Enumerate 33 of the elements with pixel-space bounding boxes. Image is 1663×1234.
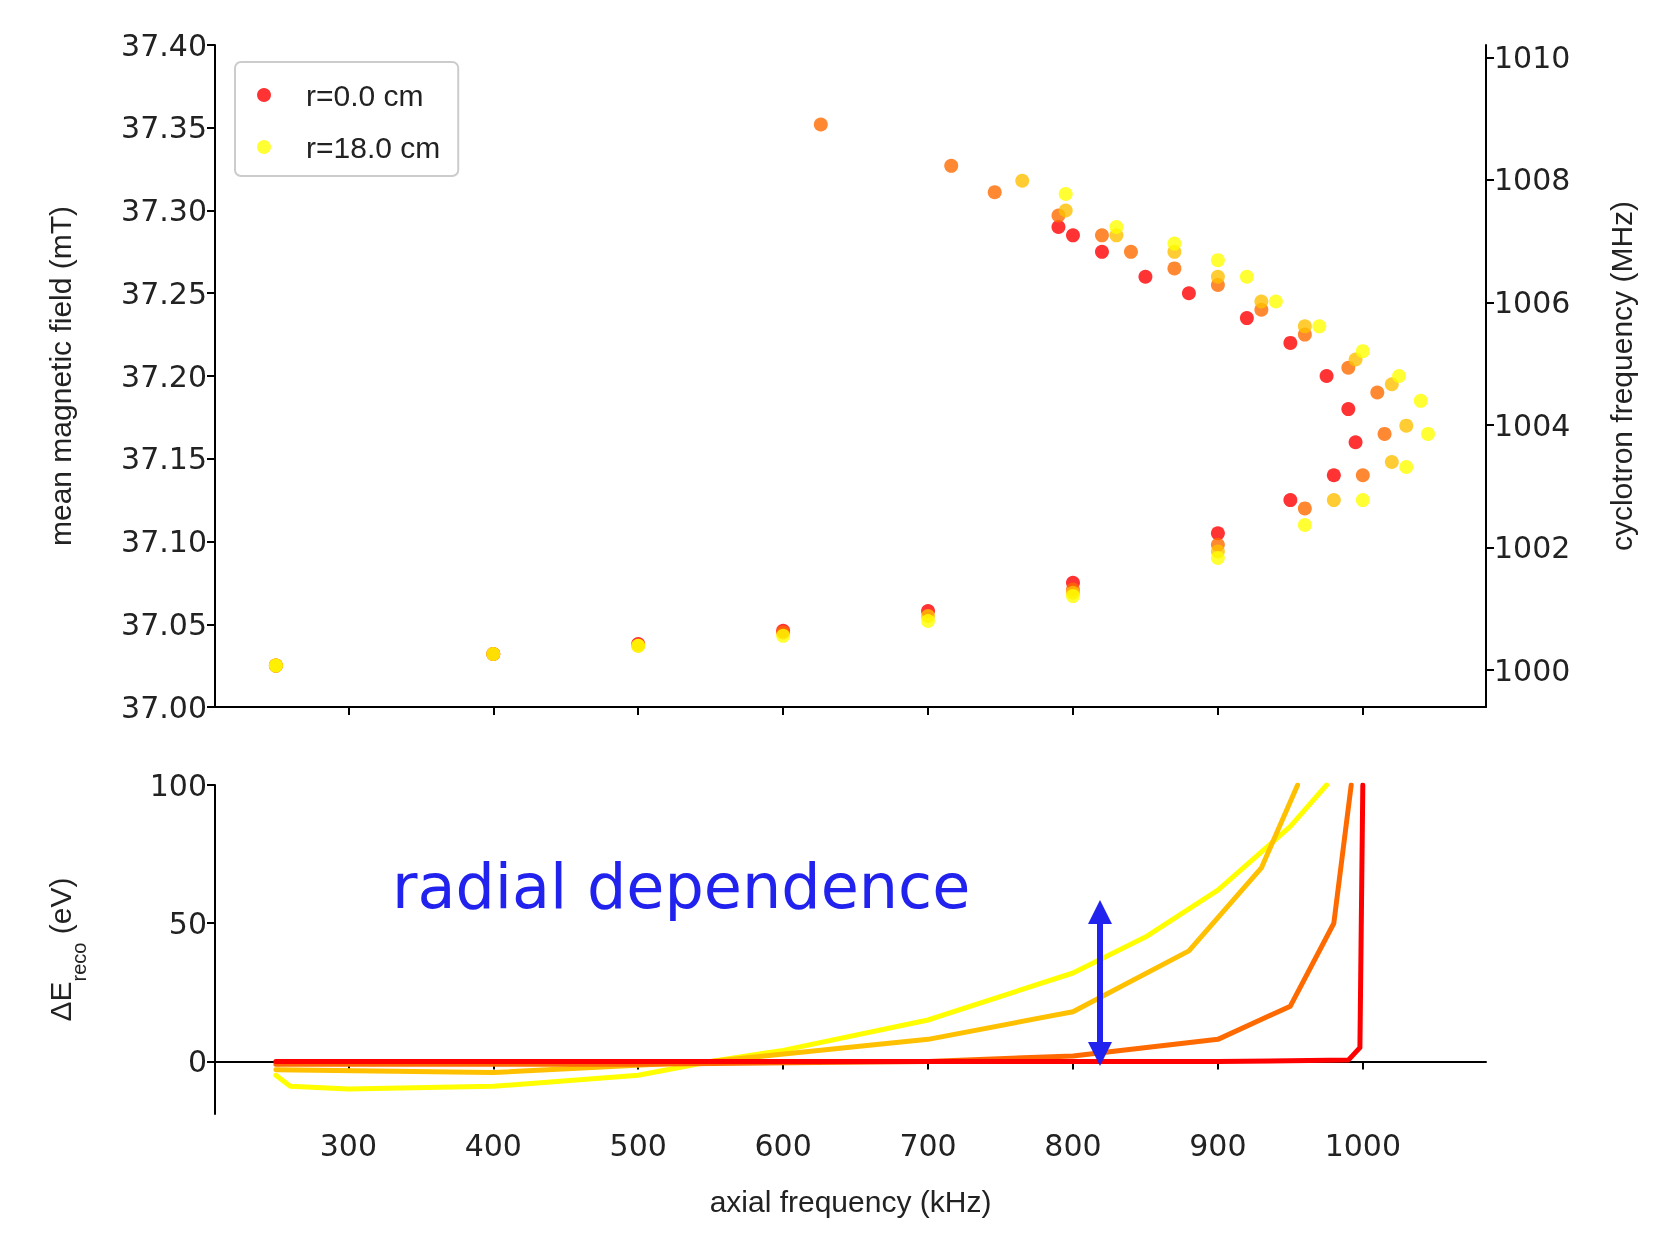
y-tick-label: 37.15 [121, 441, 207, 477]
x-tick-label: 500 [609, 1127, 667, 1163]
x-tick-label: 800 [1044, 1127, 1102, 1163]
y-tick-label: 0 [187, 1043, 207, 1079]
y2-tick-label: 1002 [1494, 530, 1571, 566]
y-tick-label: 37.25 [121, 275, 207, 311]
y2-tick-label: 1008 [1494, 162, 1571, 198]
y2-tick-label: 1010 [1494, 39, 1571, 75]
x-tick-label: 700 [899, 1127, 957, 1163]
y-axis-title: ΔEreco (eV) [43, 877, 90, 1022]
y-axis-title: mean magnetic field (mT) [43, 205, 77, 547]
y-tick-label: 100 [149, 767, 207, 803]
x-axis-title: axial frequency (kHz) [709, 1184, 992, 1218]
y-tick-label: 37.00 [121, 689, 207, 725]
x-tick-label: 400 [464, 1127, 522, 1163]
legend-label: r=0.0 cm [306, 78, 424, 112]
legend-label: r=18.0 cm [306, 130, 441, 164]
y2-axis-title: cyclotron frequency (MHz) [1604, 200, 1638, 552]
x-tick-label: 300 [319, 1127, 377, 1163]
y-tick-label: 37.30 [121, 193, 207, 228]
y2-tick-label: 1000 [1494, 652, 1571, 688]
x-tick-label: 900 [1189, 1127, 1247, 1163]
y-tick-label: 37.35 [121, 110, 207, 146]
y-tick-label: 50 [168, 905, 207, 941]
y2-tick-label: 1004 [1494, 407, 1571, 443]
y-tick-label: 37.10 [121, 524, 207, 559]
x-tick-label: 600 [754, 1127, 812, 1163]
y-tick-label: 37.40 [121, 27, 207, 63]
y-tick-label: 37.05 [121, 606, 207, 642]
y2-tick-label: 1006 [1494, 284, 1571, 320]
y-tick-label: 37.20 [121, 358, 207, 394]
x-tick-label: 1000 [1324, 1127, 1401, 1163]
annotation: radial dependence [392, 849, 971, 923]
